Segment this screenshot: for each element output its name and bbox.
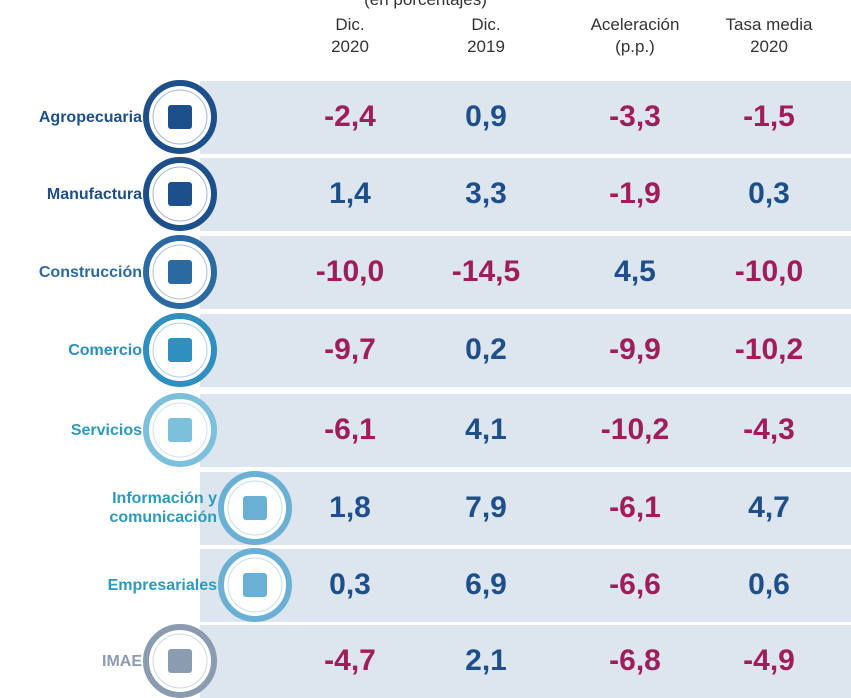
cell-value: -4,9 [743,644,795,677]
cell-value: 4,1 [465,413,507,446]
label-line: Construcción [38,263,142,281]
cell-value: 0,3 [748,177,790,210]
cell-value: 4,7 [748,491,790,524]
subtitle: (en porcentajes) [0,0,851,10]
cell-value: -9,7 [324,333,376,366]
cell-value: -6,1 [609,491,661,524]
row-band [200,472,851,545]
cell-value: -3,3 [609,100,661,133]
cell-value: -2,4 [324,100,376,133]
cell-value: 6,9 [465,568,507,601]
row-label: Manufactura [47,185,142,204]
cell-value: -4,7 [324,644,376,677]
row-band [200,549,851,622]
label-line: Servicios [70,421,142,439]
cell-value: 1,4 [329,177,371,210]
cell-value: 0,6 [748,568,790,601]
row-band [200,314,851,387]
cell-value: 0,3 [329,568,371,601]
header-line: Dic. [335,15,365,34]
label-line: Manufactura [46,185,142,203]
header-line: 2020 [331,37,369,56]
label-line: IMAE [102,652,142,670]
icon [143,80,217,154]
icon [218,548,292,622]
cell-value: -6,1 [324,413,376,446]
cell-value: -14,5 [451,255,521,288]
cell-value: 2,1 [465,644,507,677]
cell-value: -1,9 [609,177,661,210]
cell-value: 4,5 [614,255,656,288]
column-header: Dic. 2019 [411,14,561,58]
cell-value: -4,3 [743,413,795,446]
header-line: Aceleración [590,15,680,34]
cell-value: -10,2 [734,333,804,366]
icon [143,157,217,231]
cell-value: -9,9 [609,333,661,366]
row-label: Agropecuaria [39,108,142,127]
header-line: 2020 [750,37,788,56]
header-line: (p.p.) [615,37,655,56]
row-label: Empresariales [108,576,217,595]
cell-value: -6,6 [609,568,661,601]
column-header: Aceleración (p.p.) [560,14,710,58]
label-line: Información y [112,490,217,507]
cell-value: 7,9 [465,491,507,524]
header-line: Tasa media [725,15,813,34]
label-line: Empresariales [107,576,217,594]
header-line: Dic. [471,15,501,34]
label-line: Agropecuaria [38,108,142,126]
cell-value: -10,2 [600,413,670,446]
cell-value: -10,0 [734,255,804,288]
cell-value: 1,8 [329,491,371,524]
row-label: Información y comunicación [109,489,217,527]
label-line: comunicación [109,509,217,526]
row-label: IMAE [102,652,142,671]
cell-value: 0,2 [465,333,507,366]
row-label: Comercio [68,341,142,360]
row-band [200,394,851,467]
icon [143,313,217,387]
row-label: Servicios [71,421,142,440]
cell-value: -6,8 [609,644,661,677]
cell-value: -1,5 [743,100,795,133]
cell-value: -10,0 [315,255,385,288]
label-line: Comercio [68,341,142,359]
icon [218,471,292,545]
cell-value: 0,9 [465,100,507,133]
row-label: Construcción [39,263,142,282]
row-band [200,158,851,231]
column-header: Tasa media 2020 [694,14,844,58]
header-line: 2019 [467,37,505,56]
row-band [200,236,851,309]
row-band [200,81,851,154]
icon [143,393,217,467]
column-header: Dic. 2020 [275,14,425,58]
icon [143,624,217,698]
cell-value: 3,3 [465,177,507,210]
icon [143,235,217,309]
row-band [200,625,851,698]
